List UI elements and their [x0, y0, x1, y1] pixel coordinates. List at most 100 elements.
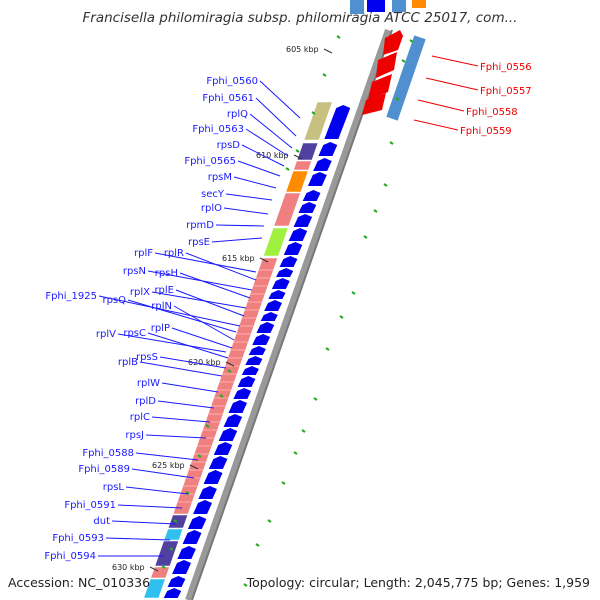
leader-line: [211, 237, 263, 243]
gc-tick: [185, 491, 190, 495]
forward-gene: [256, 322, 275, 333]
gene-label-left: rpsE: [188, 237, 210, 248]
cog-track: [143, 101, 333, 599]
leader-line: [98, 295, 241, 327]
gene-label-right: Fphi_0557: [480, 86, 532, 97]
gene-label-left: rplV: [96, 329, 116, 340]
reverse-gene: [368, 74, 392, 100]
gc-tick: [373, 209, 378, 213]
scale-tick-mark: [293, 154, 303, 160]
gene-label-left: rpsD: [217, 140, 241, 151]
gene-label-left: rpsQ: [102, 295, 126, 306]
cog-segment: [273, 192, 301, 227]
leader-line: [145, 434, 207, 439]
gc-tick: [401, 59, 406, 63]
forward-gene: [193, 500, 212, 514]
leader-line: [111, 520, 177, 525]
reverse-gene: [376, 52, 397, 78]
genome-ring: [185, 29, 393, 600]
gene-label-left: rpsM: [208, 172, 232, 183]
leader-line: [135, 452, 199, 461]
leader-line: [105, 537, 171, 541]
gene-label-right: Fphi_0558: [466, 107, 518, 118]
gc-tick: [205, 424, 210, 428]
right-label-leaders: Fphi_0556 Fphi_0557 Fphi_0558 Fphi_0559: [413, 55, 532, 137]
gene-label-left: rplR: [164, 248, 184, 259]
leader-line: [125, 486, 189, 495]
leader-line: [139, 361, 223, 377]
forward-gene: [167, 576, 186, 587]
leader-line: [245, 128, 289, 157]
gc-tick: [197, 454, 202, 458]
scale-ticks: 605 kbp 610 kbp 615 kbp 620 kbp 625 kbp 630 k…: [112, 45, 333, 572]
gene-label-left: rpsJ: [125, 430, 144, 441]
forward-gene: [279, 256, 298, 267]
leader-line: [161, 382, 219, 393]
leader-line: [117, 504, 183, 509]
scale-tick-mark: [225, 361, 235, 367]
topology-text: Topology: circular; Length: 2,045,775 bp…: [246, 575, 590, 590]
gene-label-left: Fphi_0593: [52, 533, 104, 544]
gc-tick: [339, 315, 344, 319]
gene-label-left: rplW: [137, 378, 160, 389]
accession-text: Accession: NC_010336: [8, 575, 151, 590]
scale-label: 625 kbp: [152, 461, 185, 470]
scale-tick-mark: [323, 48, 333, 54]
leader-line: [425, 77, 479, 91]
leader-line: [223, 207, 269, 215]
leader-line: [215, 224, 265, 227]
reverse-gene: [362, 93, 386, 115]
forward-gene: [307, 172, 327, 186]
map-title: Francisella philomiragia subsp. philomir…: [82, 10, 518, 26]
forward-gene: [241, 366, 259, 375]
leader-line: [255, 97, 297, 137]
gene-label-left: rplD: [135, 396, 156, 407]
scale-label: 610 kbp: [256, 151, 289, 160]
gene-label-left: rpsN: [123, 266, 146, 277]
forward-gene: [237, 376, 256, 387]
leader-line: [171, 327, 233, 349]
cog-segment: [154, 540, 180, 567]
forward-gene: [198, 486, 217, 499]
leader-line: [185, 252, 257, 281]
forward-gene: [223, 414, 243, 427]
left-label-leaders: Fphi_0560 Fphi_0561 rplQ Fphi_0563 rpsD Fphi_…: [44, 76, 301, 562]
gc-tick: [389, 141, 394, 145]
leader-line: [413, 119, 459, 131]
leader-line: [431, 55, 479, 67]
leader-line: [173, 305, 235, 341]
gene-label-left: rplF: [134, 248, 153, 259]
forward-gene: [302, 190, 321, 201]
forward-gene: [245, 356, 263, 365]
cog-segment: [143, 578, 166, 599]
gene-label-left: rpsH: [155, 268, 178, 279]
leader-line: [179, 272, 251, 299]
leader-line: [151, 291, 247, 309]
gc-tick: [219, 394, 224, 398]
cog-segment: [163, 528, 184, 541]
forward-gene: [260, 312, 278, 321]
gene-label-left: rplB: [118, 357, 138, 368]
forward-gene: [228, 400, 247, 413]
forward-gene: [233, 388, 252, 399]
leader-line: [259, 80, 301, 119]
forward-gene: [264, 300, 282, 311]
cog-segment: [296, 142, 319, 161]
forward-gene: [203, 470, 223, 484]
scale-tick-mark: [189, 464, 199, 470]
gene-label-left: rplQ: [227, 109, 248, 120]
forward-gene: [283, 242, 303, 255]
gene-label-left: Fphi_1925: [45, 291, 97, 302]
gc-tick: [285, 167, 290, 171]
forward-gene: [187, 516, 207, 529]
gene-label-left: Fphi_0560: [206, 76, 258, 87]
gene-label-left: rplC: [130, 412, 150, 423]
leader-line: [225, 193, 273, 201]
cog-segment: [167, 514, 189, 529]
gene-label-left: dut: [93, 516, 110, 527]
leader-line: [175, 289, 245, 317]
forward-gene: [276, 268, 294, 277]
gc-tick: [243, 583, 248, 587]
scale-tick-mark: [259, 257, 269, 263]
gc-tick: [322, 73, 327, 77]
